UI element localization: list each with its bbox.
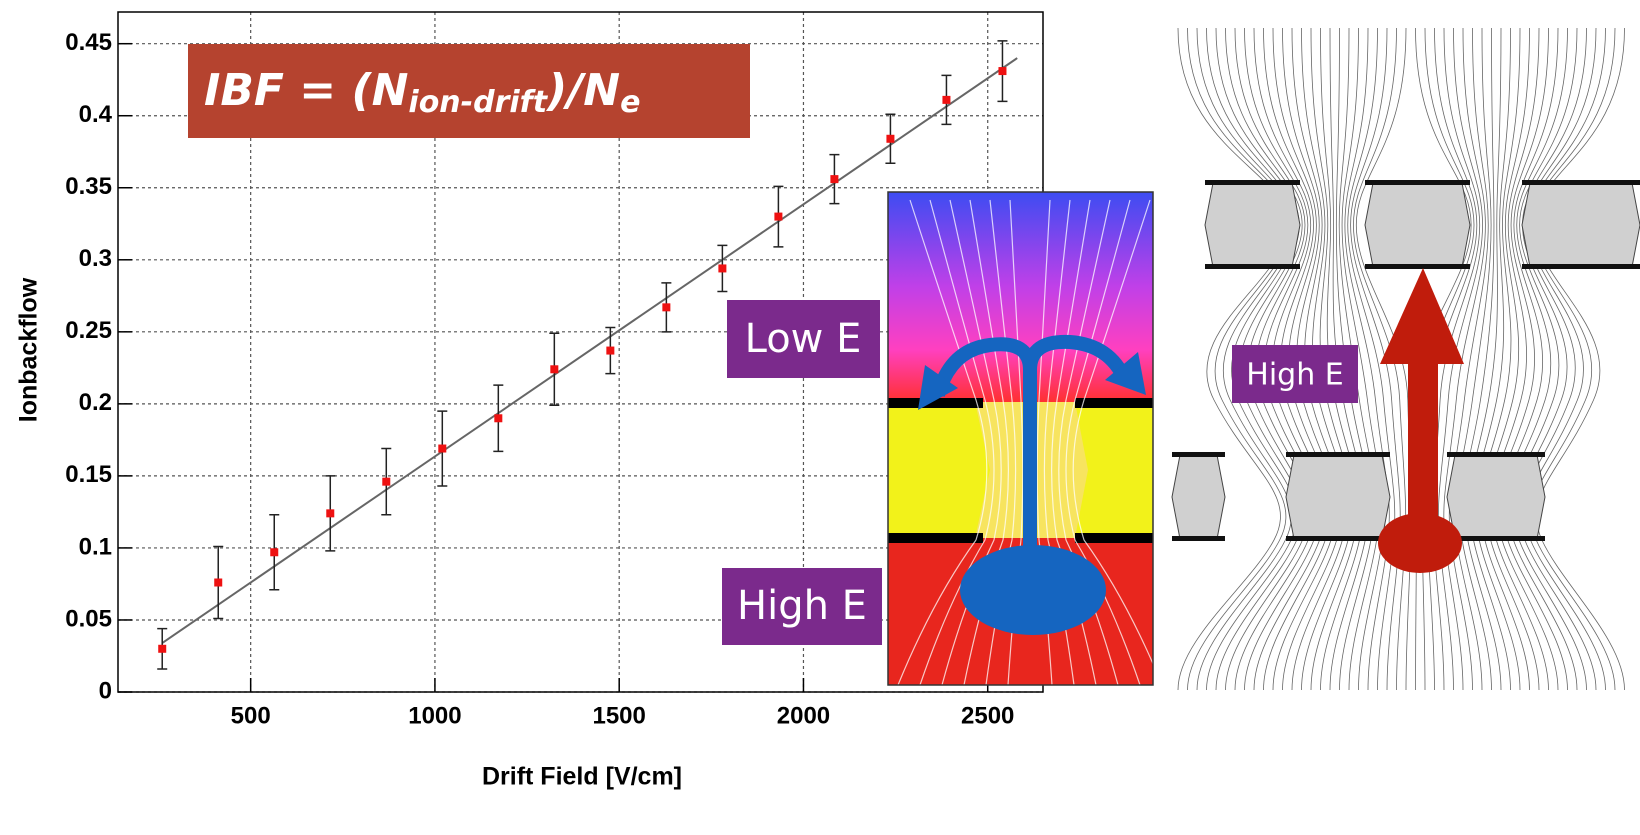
- y-axis-label: Ionbackflow: [15, 277, 43, 422]
- electrode: [1522, 183, 1640, 267]
- y-tick-label: 0.4: [79, 101, 113, 128]
- data-point: [438, 445, 446, 453]
- x-axis-label: Drift Field [V/cm]: [482, 763, 682, 791]
- formula-sub: ion-drift: [408, 85, 548, 120]
- data-point: [718, 264, 726, 272]
- electrode: [1286, 455, 1390, 539]
- red-blob: [1378, 513, 1462, 573]
- electrode-plate: [1522, 264, 1640, 269]
- y-tick-label: 0.45: [65, 29, 112, 56]
- data-point: [942, 96, 950, 104]
- formula-part: IBF = (N: [204, 65, 408, 116]
- y-tick-label: 0.2: [79, 389, 112, 416]
- electrode: [1075, 533, 1153, 543]
- electrode: [1205, 183, 1300, 267]
- y-tick-label: 0.35: [65, 173, 112, 200]
- electrode: [1447, 455, 1545, 539]
- high-e-label: High E: [1246, 358, 1343, 393]
- field-line: [1476, 28, 1520, 690]
- data-point: [606, 347, 614, 355]
- electrode-plate: [1172, 452, 1225, 457]
- y-tick-label: 0: [99, 677, 112, 704]
- electrode: [888, 533, 983, 543]
- x-tick-label: 2500: [961, 702, 1014, 729]
- x-tick-label: 1500: [592, 702, 645, 729]
- electrode-plate: [1286, 452, 1390, 457]
- inset-diagram: [888, 192, 1162, 685]
- data-point: [494, 414, 502, 422]
- low-e-label: Low E: [745, 316, 862, 362]
- y-tick-label: 0.15: [65, 461, 112, 488]
- data-point: [382, 478, 390, 486]
- data-point: [270, 548, 278, 556]
- data-point: [158, 645, 166, 653]
- data-point: [214, 579, 222, 587]
- y-tick-label: 0.3: [79, 245, 112, 272]
- data-point: [550, 365, 558, 373]
- field-line: [1493, 28, 1549, 690]
- high-e-label: High E: [737, 583, 867, 629]
- data-point: [998, 67, 1006, 75]
- electrode: [1172, 455, 1225, 539]
- blue-blob: [960, 545, 1106, 635]
- electrode-plate: [1447, 452, 1545, 457]
- field-line: [1534, 28, 1625, 690]
- field-line: [1504, 28, 1568, 690]
- electrode-plate: [1205, 180, 1300, 185]
- data-point: [662, 303, 670, 311]
- x-tick-label: 500: [231, 702, 271, 729]
- electrode: [1075, 398, 1153, 408]
- field-line: [1531, 28, 1615, 690]
- electrode-plate: [1172, 536, 1225, 541]
- x-tick-label: 2000: [777, 702, 830, 729]
- data-point: [774, 213, 782, 221]
- data-point: [830, 175, 838, 183]
- right-diagram: High E: [1172, 28, 1640, 690]
- y-tick-label: 0.05: [65, 605, 112, 632]
- electrode-plate: [1522, 180, 1640, 185]
- y-tick-label: 0.1: [79, 533, 112, 560]
- data-point: [326, 509, 334, 517]
- electrode-plate: [1365, 180, 1470, 185]
- chart: Ionbackflow Drift Field [V/cm] IBF = (Ni…: [0, 0, 1640, 830]
- x-tick-label: 1000: [408, 702, 461, 729]
- data-point: [886, 135, 894, 143]
- electrode-plate: [1205, 264, 1300, 269]
- red-arrow-head: [1380, 268, 1464, 364]
- formula-sub: e: [620, 85, 640, 120]
- electrode: [1365, 183, 1470, 267]
- field-line: [1482, 28, 1530, 690]
- electrode-plate: [1365, 264, 1470, 269]
- electrode-plate: [1286, 536, 1390, 541]
- y-tick-label: 0.25: [65, 317, 112, 344]
- formula-part: )/N: [545, 65, 620, 116]
